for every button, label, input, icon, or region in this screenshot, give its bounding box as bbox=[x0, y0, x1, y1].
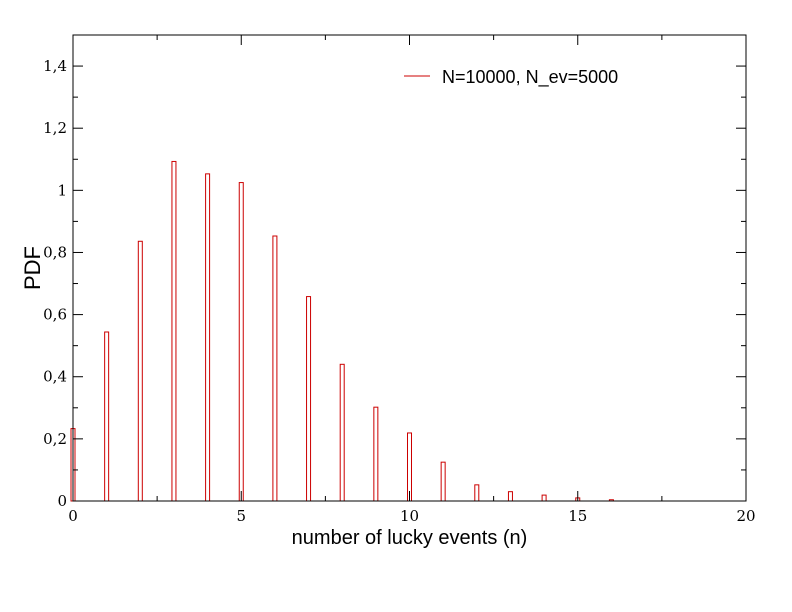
y-tick-label: 0,6 bbox=[43, 306, 67, 324]
bar-n-3 bbox=[171, 160, 177, 502]
bar-n-14 bbox=[541, 494, 547, 502]
x-tick-label: 0 bbox=[68, 507, 78, 525]
bar-n-10 bbox=[407, 432, 412, 502]
x-axis-title: number of lucky events (n) bbox=[292, 527, 528, 549]
bar-n-2 bbox=[137, 240, 143, 502]
x-tick-label: 15 bbox=[568, 507, 587, 525]
y-tick-label: 0,4 bbox=[43, 368, 67, 386]
legend-label: N=10000, N_ev=5000 bbox=[442, 67, 618, 88]
x-tick-label: 5 bbox=[236, 507, 246, 525]
bar-n-4 bbox=[205, 173, 211, 502]
bar-series bbox=[70, 160, 614, 502]
y-axis-title: PDF bbox=[20, 246, 45, 290]
y-tick-label: 1,2 bbox=[43, 119, 67, 137]
y-tick-label: 0,2 bbox=[43, 430, 67, 448]
axis-ticks bbox=[72, 34, 747, 502]
bar-n-7 bbox=[306, 296, 312, 502]
plot-frame bbox=[72, 34, 747, 502]
y-tick-label: 1,4 bbox=[43, 57, 67, 75]
bar-n-5 bbox=[238, 182, 244, 502]
y-tick-label: 1 bbox=[57, 181, 67, 199]
y-tick-label: 0,8 bbox=[43, 243, 67, 261]
bar-n-9 bbox=[373, 406, 379, 502]
legend: N=10000, N_ev=5000 bbox=[404, 67, 618, 88]
bar-n-8 bbox=[339, 363, 345, 502]
bar-n-1 bbox=[104, 331, 110, 502]
bar-n-6 bbox=[272, 235, 278, 502]
x-tick-label: 20 bbox=[736, 507, 755, 525]
x-tick-label: 10 bbox=[400, 507, 419, 525]
bar-n-12 bbox=[474, 484, 480, 502]
bar-n-13 bbox=[507, 491, 513, 502]
bar-n-11 bbox=[440, 461, 446, 502]
y-tick-label: 0 bbox=[57, 492, 67, 510]
axis-tick-labels: 0 5 10 15 20 0 0,2 0,4 0,6 0,8 1 1,2 1,4 bbox=[43, 57, 755, 525]
